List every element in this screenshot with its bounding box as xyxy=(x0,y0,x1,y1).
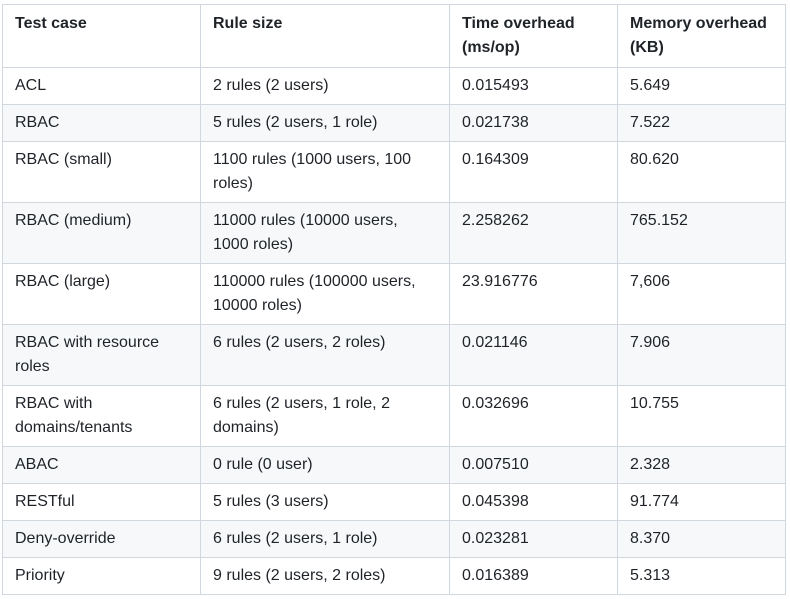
cell-rule-size: 2 rules (2 users) xyxy=(200,67,450,105)
table-row: ABAC 0 rule (0 user) 0.007510 2.328 xyxy=(2,446,786,484)
header-test-case: Test case xyxy=(2,4,201,68)
cell-time-overhead: 0.023281 xyxy=(449,520,618,558)
cell-rule-size: 6 rules (2 users, 1 role, 2 domains) xyxy=(200,385,450,447)
cell-rule-size: 0 rule (0 user) xyxy=(200,446,450,484)
cell-memory-overhead: 7.522 xyxy=(617,104,786,142)
cell-rule-size: 9 rules (2 users, 2 roles) xyxy=(200,557,450,595)
cell-memory-overhead: 2.328 xyxy=(617,446,786,484)
cell-time-overhead: 0.164309 xyxy=(449,141,618,203)
cell-memory-overhead: 10.755 xyxy=(617,385,786,447)
cell-test-case: ACL xyxy=(2,67,201,105)
cell-rule-size: 6 rules (2 users, 2 roles) xyxy=(200,324,450,386)
cell-test-case: RBAC (medium) xyxy=(2,202,201,264)
header-time-overhead: Time overhead (ms/op) xyxy=(449,4,618,68)
table-row: ACL 2 rules (2 users) 0.015493 5.649 xyxy=(2,67,786,105)
cell-test-case: RBAC with resource roles xyxy=(2,324,201,386)
cell-test-case: Priority xyxy=(2,557,201,595)
header-rule-size: Rule size xyxy=(200,4,450,68)
table-body: ACL 2 rules (2 users) 0.015493 5.649 RBA… xyxy=(2,67,786,595)
benchmark-table: Test case Rule size Time overhead (ms/op… xyxy=(2,4,786,595)
table-row: Priority 9 rules (2 users, 2 roles) 0.01… xyxy=(2,557,786,595)
cell-memory-overhead: 765.152 xyxy=(617,202,786,264)
table-row: RBAC with resource roles 6 rules (2 user… xyxy=(2,324,786,386)
cell-memory-overhead: 8.370 xyxy=(617,520,786,558)
table-header: Test case Rule size Time overhead (ms/op… xyxy=(2,4,786,68)
cell-time-overhead: 0.016389 xyxy=(449,557,618,595)
header-memory-overhead: Memory overhead (KB) xyxy=(617,4,786,68)
cell-time-overhead: 0.021738 xyxy=(449,104,618,142)
cell-test-case: RESTful xyxy=(2,483,201,521)
cell-memory-overhead: 5.649 xyxy=(617,67,786,105)
cell-memory-overhead: 91.774 xyxy=(617,483,786,521)
cell-rule-size: 1100 rules (1000 users, 100 roles) xyxy=(200,141,450,203)
table-row: RBAC (medium) 11000 rules (10000 users, … xyxy=(2,202,786,264)
cell-rule-size: 11000 rules (10000 users, 1000 roles) xyxy=(200,202,450,264)
cell-time-overhead: 0.045398 xyxy=(449,483,618,521)
cell-test-case: RBAC xyxy=(2,104,201,142)
cell-time-overhead: 0.032696 xyxy=(449,385,618,447)
table-row: Deny-override 6 rules (2 users, 1 role) … xyxy=(2,520,786,558)
cell-rule-size: 5 rules (2 users, 1 role) xyxy=(200,104,450,142)
header-row: Test case Rule size Time overhead (ms/op… xyxy=(2,4,786,68)
table-row: RBAC with domains/tenants 6 rules (2 use… xyxy=(2,385,786,447)
cell-rule-size: 110000 rules (100000 users, 10000 roles) xyxy=(200,263,450,325)
cell-time-overhead: 0.007510 xyxy=(449,446,618,484)
cell-test-case: RBAC (small) xyxy=(2,141,201,203)
cell-rule-size: 6 rules (2 users, 1 role) xyxy=(200,520,450,558)
cell-test-case: RBAC with domains/tenants xyxy=(2,385,201,447)
cell-test-case: Deny-override xyxy=(2,520,201,558)
cell-memory-overhead: 80.620 xyxy=(617,141,786,203)
cell-memory-overhead: 7,606 xyxy=(617,263,786,325)
cell-memory-overhead: 7.906 xyxy=(617,324,786,386)
table-row: RBAC (small) 1100 rules (1000 users, 100… xyxy=(2,141,786,203)
cell-test-case: ABAC xyxy=(2,446,201,484)
table-row: RBAC (large) 110000 rules (100000 users,… xyxy=(2,263,786,325)
cell-time-overhead: 2.258262 xyxy=(449,202,618,264)
cell-time-overhead: 23.916776 xyxy=(449,263,618,325)
cell-time-overhead: 0.021146 xyxy=(449,324,618,386)
table-row: RBAC 5 rules (2 users, 1 role) 0.021738 … xyxy=(2,104,786,142)
table-row: RESTful 5 rules (3 users) 0.045398 91.77… xyxy=(2,483,786,521)
cell-memory-overhead: 5.313 xyxy=(617,557,786,595)
cell-rule-size: 5 rules (3 users) xyxy=(200,483,450,521)
cell-time-overhead: 0.015493 xyxy=(449,67,618,105)
cell-test-case: RBAC (large) xyxy=(2,263,201,325)
